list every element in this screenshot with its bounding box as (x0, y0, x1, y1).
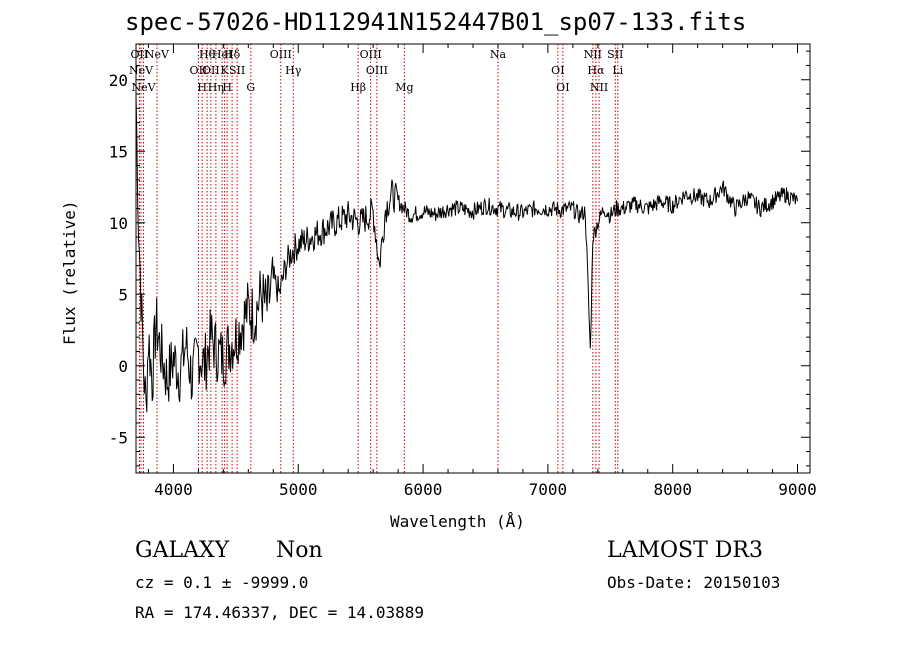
line-marker-label: Hη (208, 81, 224, 94)
survey-name: LAMOST DR3 (607, 538, 763, 563)
y-tick-label: 20 (109, 71, 128, 90)
line-marker-label: NII (584, 48, 602, 61)
line-marker-label: Li (612, 64, 623, 77)
line-marker-label: OI (551, 64, 564, 77)
spectrum-series (135, 94, 798, 413)
line-marker-label: Hγ (285, 64, 302, 77)
line-marker-label: Na (490, 48, 507, 61)
line-marker-label: NeV (131, 81, 156, 94)
line-marker-label: NeV (129, 64, 154, 77)
x-tick-label: 9000 (778, 480, 817, 499)
line-marker-label: Hδ (224, 48, 241, 61)
line-marker-label: K (221, 64, 230, 77)
x-tick-label: 7000 (529, 480, 568, 499)
chart-title: spec-57026-HD112941N152447B01_sp07-133.f… (125, 8, 747, 36)
y-tick-label: 10 (109, 214, 128, 233)
y-tick-label: 5 (118, 285, 128, 304)
line-marker-label: Hβ (350, 81, 366, 94)
line-marker-label: NeV (145, 48, 170, 61)
x-tick-label: 4000 (154, 480, 193, 499)
y-tick-label: 0 (118, 357, 128, 376)
line-marker-label: HeI (212, 48, 232, 61)
line-marker-label: Hα (587, 64, 605, 77)
y-tick-label: 15 (109, 142, 128, 161)
object-subclass: Non (276, 538, 323, 563)
line-marker-label: OI (556, 81, 569, 94)
line-marker-label: Hθ (199, 48, 216, 61)
line-marker-label: SII (229, 64, 245, 77)
line-marker-label: OII (131, 48, 149, 61)
x-tick-label: 5000 (279, 480, 318, 499)
line-marker-label: SII (607, 48, 623, 61)
line-marker-label: H (222, 81, 232, 94)
line-marker-labels: OIINeVNeVNeVOIIHHθOIIHηHeIKHHδSIIGOIIIHγ… (129, 48, 624, 94)
line-marker-label: OIII (366, 64, 388, 77)
line-marker-label: OII (202, 64, 220, 77)
line-marker-label: OIII (270, 48, 292, 61)
x-axis-label: Wavelength (Å) (390, 512, 525, 531)
line-marker-label: OII (190, 64, 208, 77)
coordinates: RA = 174.46337, DEC = 14.03889 (135, 603, 424, 622)
axis-ticks: 4000 5000 6000 7000 8000 9000 -5 0 5 10 15 20 (109, 44, 817, 499)
object-class: GALAXY (135, 538, 230, 563)
y-axis-label: Flux (relative) (60, 200, 79, 346)
x-tick-label: 6000 (404, 480, 443, 499)
line-marker-label: H (197, 81, 207, 94)
x-tick-label: 8000 (653, 480, 692, 499)
spectrum-line (135, 94, 798, 413)
y-tick-label: -5 (109, 428, 128, 447)
redshift-line: cz = 0.1 ± -9999.0 (135, 573, 309, 592)
line-marker-label: NII (590, 81, 608, 94)
line-marker-label: G (246, 81, 255, 94)
line-marker-label: Mg (395, 81, 413, 94)
obs-date: Obs-Date: 20150103 (607, 573, 781, 592)
line-marker-label: OIII (360, 48, 382, 61)
